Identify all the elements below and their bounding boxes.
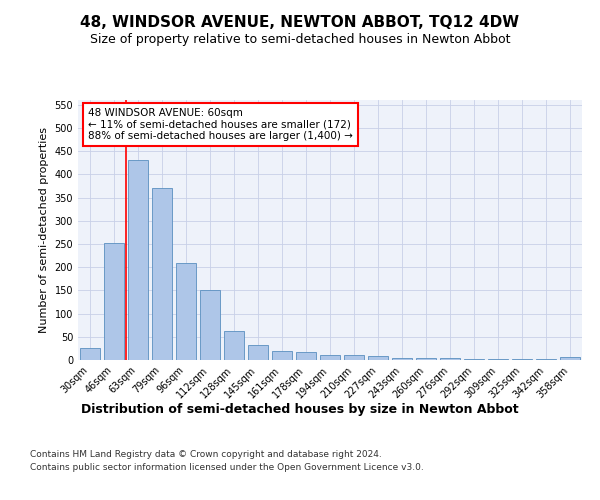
Bar <box>176 262 196 360</box>
Text: 48 WINDSOR AVENUE: 60sqm
← 11% of semi-detached houses are smaller (172)
88% of : 48 WINDSOR AVENUE: 60sqm ← 11% of semi-d… <box>88 108 353 141</box>
Bar <box>80 348 100 360</box>
Bar <box>104 242 124 360</box>
Bar <box>128 160 148 360</box>
Bar <box>440 358 460 360</box>
Bar <box>272 350 292 360</box>
Bar <box>200 290 220 360</box>
Bar <box>320 356 340 360</box>
Bar <box>512 359 532 360</box>
Bar <box>560 357 580 360</box>
Bar <box>368 356 388 360</box>
Bar <box>416 358 436 360</box>
Bar <box>464 358 484 360</box>
Text: 48, WINDSOR AVENUE, NEWTON ABBOT, TQ12 4DW: 48, WINDSOR AVENUE, NEWTON ABBOT, TQ12 4… <box>80 15 520 30</box>
Bar <box>224 331 244 360</box>
Text: Contains HM Land Registry data © Crown copyright and database right 2024.: Contains HM Land Registry data © Crown c… <box>30 450 382 459</box>
Bar <box>248 344 268 360</box>
Bar <box>152 188 172 360</box>
Text: Contains public sector information licensed under the Open Government Licence v3: Contains public sector information licen… <box>30 462 424 471</box>
Bar <box>296 352 316 360</box>
Text: Size of property relative to semi-detached houses in Newton Abbot: Size of property relative to semi-detach… <box>90 32 510 46</box>
Y-axis label: Number of semi-detached properties: Number of semi-detached properties <box>39 127 49 333</box>
Bar <box>536 358 556 360</box>
Bar <box>392 358 412 360</box>
Bar <box>488 358 508 360</box>
Text: Distribution of semi-detached houses by size in Newton Abbot: Distribution of semi-detached houses by … <box>81 402 519 415</box>
Bar <box>344 356 364 360</box>
